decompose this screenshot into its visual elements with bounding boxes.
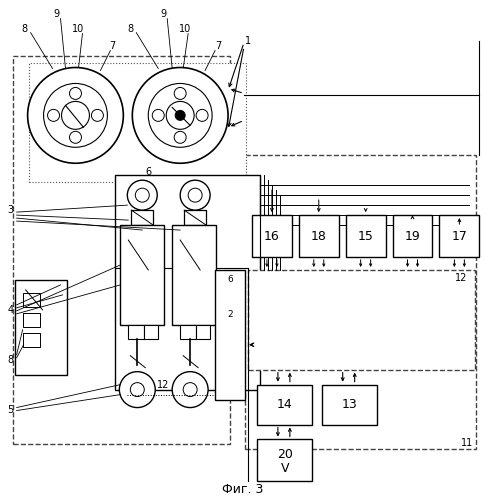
Text: 20: 20: [276, 448, 292, 461]
Circle shape: [135, 188, 149, 202]
Bar: [214, 270, 244, 400]
Circle shape: [91, 110, 103, 122]
Bar: [345, 215, 385, 257]
Circle shape: [127, 180, 157, 210]
Bar: [120, 225, 164, 325]
Bar: [29, 62, 245, 182]
Text: 8: 8: [8, 354, 14, 364]
Text: 12: 12: [157, 380, 169, 390]
Text: 8: 8: [127, 24, 133, 34]
Circle shape: [148, 84, 212, 148]
Bar: [298, 215, 338, 257]
Circle shape: [174, 88, 186, 100]
Circle shape: [152, 110, 164, 122]
Circle shape: [69, 132, 81, 143]
Bar: [144, 325, 158, 339]
Text: 11: 11: [460, 438, 472, 448]
Text: 10: 10: [179, 24, 191, 34]
Bar: [439, 215, 478, 257]
Circle shape: [47, 110, 60, 122]
Text: 3: 3: [8, 205, 14, 215]
Bar: [180, 325, 196, 339]
Bar: [247, 270, 474, 370]
Text: 13: 13: [341, 398, 357, 411]
Text: 14: 14: [276, 398, 292, 411]
Bar: [23, 313, 40, 327]
Text: 7: 7: [109, 40, 115, 50]
Circle shape: [61, 102, 89, 130]
Bar: [131, 210, 153, 225]
Bar: [184, 210, 206, 225]
Circle shape: [196, 110, 208, 122]
Text: 16: 16: [263, 230, 279, 242]
Bar: [321, 384, 376, 424]
Circle shape: [188, 188, 202, 202]
Bar: [23, 293, 40, 307]
Text: 17: 17: [451, 230, 467, 242]
Circle shape: [69, 88, 81, 100]
Text: 19: 19: [404, 230, 420, 242]
Text: 9: 9: [160, 8, 166, 18]
Bar: [257, 384, 311, 424]
Bar: [115, 175, 259, 390]
Bar: [172, 225, 216, 325]
Text: 7: 7: [214, 40, 221, 50]
Circle shape: [132, 68, 227, 163]
Text: 2: 2: [227, 310, 232, 320]
Text: 15: 15: [357, 230, 373, 242]
Circle shape: [44, 84, 107, 148]
Circle shape: [130, 382, 144, 396]
Bar: [23, 333, 40, 346]
Text: 5: 5: [8, 404, 14, 414]
Text: 4: 4: [8, 305, 14, 315]
Bar: [252, 215, 291, 257]
Bar: [244, 156, 475, 450]
Text: 9: 9: [53, 8, 60, 18]
Text: V: V: [280, 462, 288, 475]
Text: 6: 6: [145, 167, 151, 177]
Circle shape: [172, 372, 208, 408]
Circle shape: [180, 180, 210, 210]
Bar: [257, 440, 311, 482]
Text: 10: 10: [72, 24, 84, 34]
Text: 6: 6: [227, 276, 232, 284]
Circle shape: [119, 372, 155, 408]
Text: 12: 12: [454, 273, 467, 283]
Text: 1: 1: [244, 36, 251, 46]
Circle shape: [166, 102, 194, 130]
Text: Фиг. 3: Фиг. 3: [222, 483, 263, 496]
Text: 8: 8: [21, 24, 28, 34]
Bar: [13, 56, 229, 444]
Circle shape: [28, 68, 123, 163]
Circle shape: [174, 132, 186, 143]
Text: 18: 18: [310, 230, 326, 242]
Bar: [196, 325, 210, 339]
Circle shape: [183, 382, 197, 396]
Bar: [392, 215, 432, 257]
Bar: [128, 325, 144, 339]
Circle shape: [175, 110, 185, 120]
Bar: [15, 280, 66, 374]
